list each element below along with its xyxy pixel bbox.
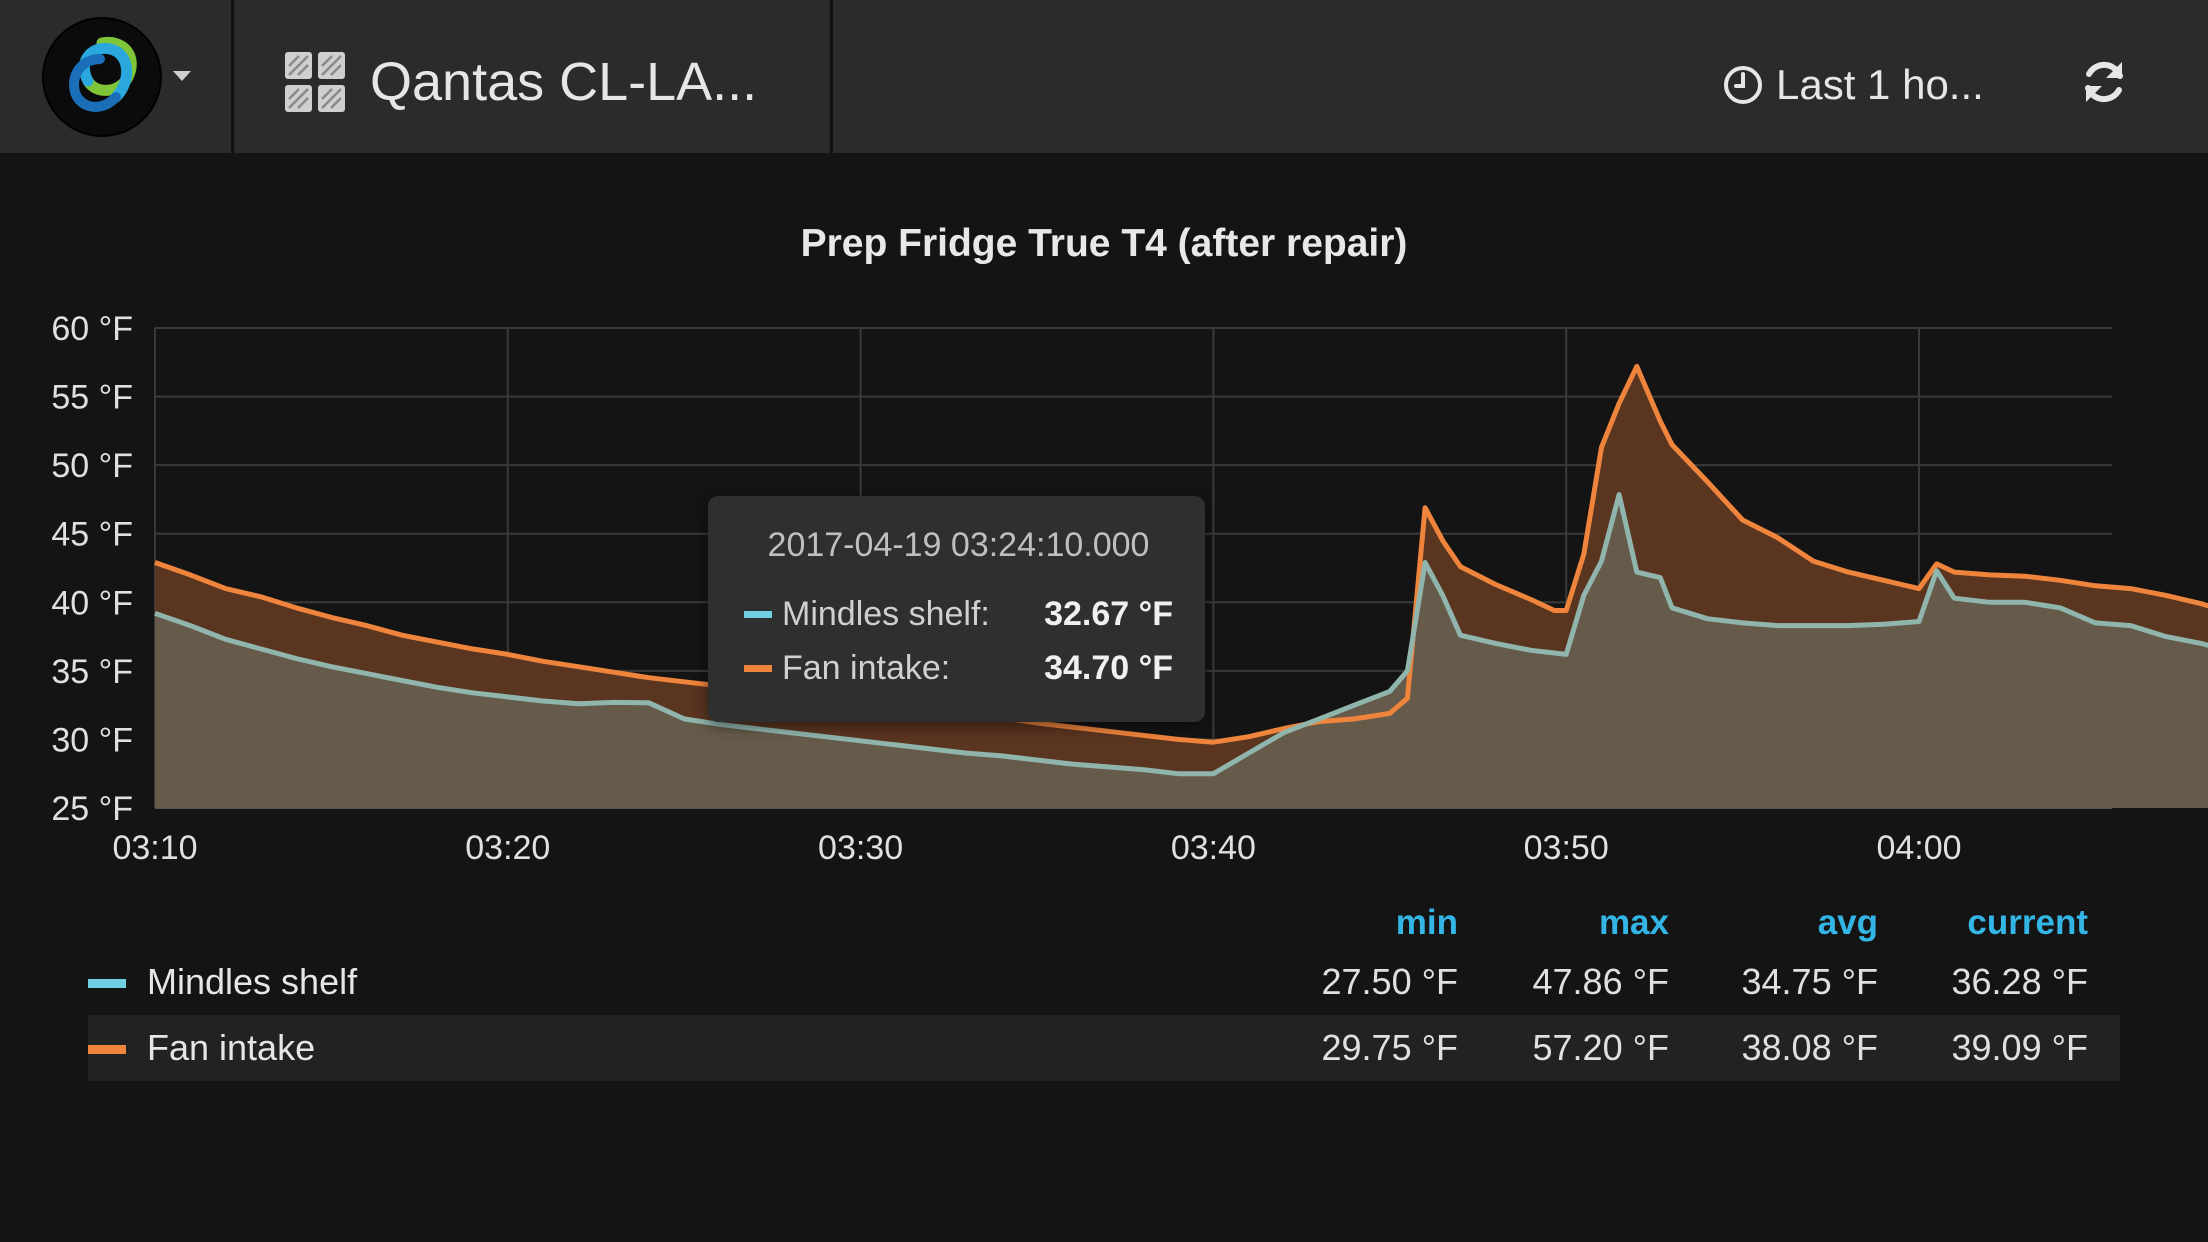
legend-header-avg[interactable]: avg [1817, 903, 1878, 942]
legend-header: min max avg current [88, 895, 2120, 949]
series-color-swatch[interactable] [88, 1045, 126, 1054]
legend-row-fan[interactable]: Fan intake 29.75 °F 57.20 °F 38.08 °F 39… [88, 1015, 2120, 1081]
tooltip-series-value: 32.67 °F [1044, 594, 1173, 633]
series-line-fan-intake [154, 363, 2208, 745]
series-line-mindles-shelf [154, 492, 2208, 777]
time-range-picker[interactable]: Last 1 ho... [1722, 55, 1984, 115]
y-axis: 25 °F 30 °F 35 °F 40 °F 45 °F 50 °F 55 °F 60 °F [51, 310, 133, 828]
dashboard-grid-icon [285, 52, 345, 112]
chart-areas [155, 366, 2208, 808]
grafana-menu-button[interactable] [0, 0, 234, 153]
chart-lines [154, 363, 2208, 777]
top-navbar: Qantas CL-LA... Last 1 ho... [0, 0, 2208, 153]
legend-max: 57.20 °F [1532, 1027, 1669, 1068]
x-tick-label: 03:50 [1524, 829, 1609, 867]
clock-icon [1724, 66, 1762, 104]
dashboard-title: Qantas CL-LA... [370, 52, 758, 112]
y-tick-label: 45 °F [51, 516, 133, 554]
legend-max: 47.86 °F [1532, 961, 1669, 1002]
tooltip-row-mindles: Mindles shelf: 32.67 °F [744, 587, 1173, 641]
tooltip-series-name: Mindles shelf: [782, 594, 990, 633]
series-color-swatch [744, 610, 772, 618]
y-tick-label: 25 °F [51, 790, 133, 828]
legend-header-max[interactable]: max [1598, 903, 1669, 942]
tooltip-time: 2017-04-19 03:24:10.000 [767, 526, 1150, 564]
legend-current: 36.28 °F [1951, 961, 2088, 1002]
refresh-icon[interactable] [2078, 56, 2130, 108]
tooltip-series-value: 34.70 °F [1044, 648, 1173, 687]
panel-title: Prep Fridge True T4 (after repair) [800, 222, 1408, 265]
x-tick-label: 03:30 [818, 829, 903, 867]
y-tick-label: 30 °F [51, 721, 133, 759]
legend-row-mindles[interactable]: Mindles shelf 27.50 °F 47.86 °F 34.75 °F… [88, 949, 2120, 1015]
legend-current: 39.09 °F [1951, 1027, 2088, 1068]
grafana-logo-icon [42, 17, 162, 137]
y-tick-label: 50 °F [51, 447, 133, 485]
time-range-label: Last 1 ho... [1776, 61, 1984, 108]
chart-tooltip: 2017-04-19 03:24:10.000 Mindles shelf: 3… [708, 496, 1205, 722]
tooltip-row-fan: Fan intake: 34.70 °F [744, 641, 1173, 695]
caret-down-icon [173, 71, 191, 81]
legend-avg: 34.75 °F [1741, 961, 1878, 1002]
x-axis: 03:10 03:20 03:30 03:40 03:50 04:00 [112, 829, 1961, 867]
legend-avg: 38.08 °F [1741, 1027, 1878, 1068]
y-tick-label: 55 °F [51, 379, 133, 417]
dashboard-picker-button[interactable]: Qantas CL-LA... [237, 0, 833, 153]
x-tick-label: 03:20 [465, 829, 550, 867]
legend-min: 27.50 °F [1321, 961, 1458, 1002]
y-tick-label: 35 °F [51, 653, 133, 691]
chart-legend-table: min max avg current Mindles shelf 27.50 … [88, 895, 2120, 1081]
y-tick-label: 60 °F [51, 310, 133, 348]
x-tick-label: 04:00 [1876, 829, 1961, 867]
legend-series-name[interactable]: Fan intake [147, 1027, 316, 1068]
legend-header-min[interactable]: min [1395, 903, 1458, 942]
legend-min: 29.75 °F [1321, 1027, 1458, 1068]
tooltip-series-name: Fan intake: [782, 648, 951, 687]
x-tick-label: 03:40 [1171, 829, 1256, 867]
y-tick-label: 40 °F [51, 584, 133, 622]
series-color-swatch [744, 664, 772, 672]
legend-header-current[interactable]: current [1967, 903, 2088, 942]
series-area-mindles-shelf [155, 494, 2208, 808]
series-color-swatch[interactable] [88, 979, 126, 988]
legend-series-name[interactable]: Mindles shelf [147, 961, 358, 1002]
x-tick-label: 03:10 [112, 829, 197, 867]
